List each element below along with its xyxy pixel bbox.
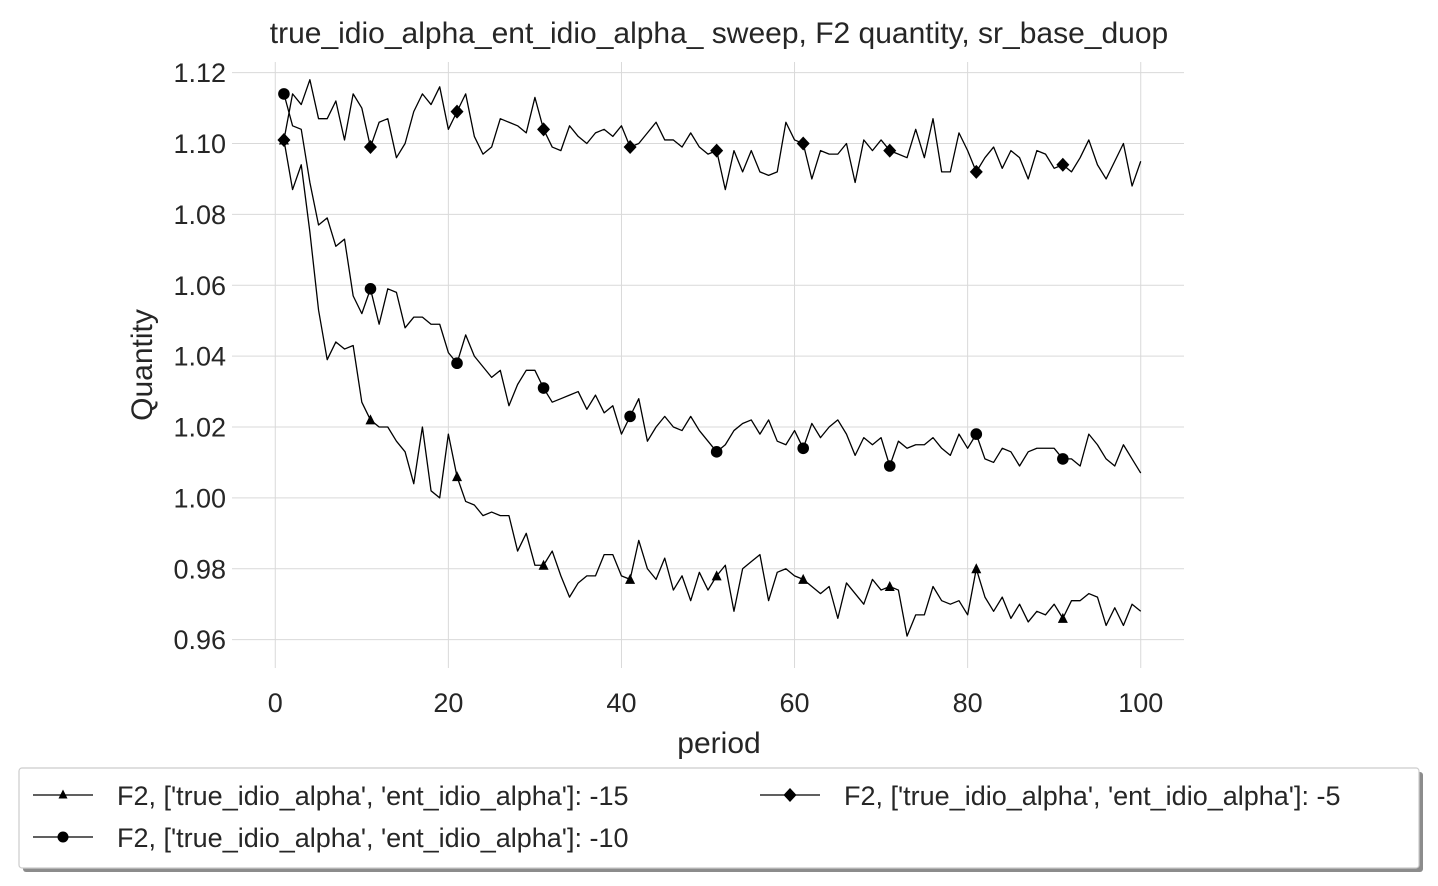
diamond-marker xyxy=(537,122,551,137)
series-markers xyxy=(277,88,1070,623)
y-tick-label: 1.10 xyxy=(173,129,226,159)
x-tick-label: 40 xyxy=(606,688,636,718)
circle-marker xyxy=(537,382,550,394)
triangle-marker xyxy=(798,573,809,584)
circle-marker xyxy=(970,428,983,440)
legend-item-minus-5: F2, ['true_idio_alpha', 'ent_idio_alpha'… xyxy=(760,781,1340,811)
x-axis-ticks: 0 20 40 60 80 100 xyxy=(268,688,1164,718)
diamond-marker xyxy=(883,143,897,158)
y-tick-label: 1.06 xyxy=(173,271,226,301)
series-line-0 xyxy=(283,139,1142,637)
circle-marker xyxy=(364,283,377,295)
legend-item-minus-10: F2, ['true_idio_alpha', 'ent_idio_alpha'… xyxy=(33,823,628,853)
legend-item-minus-15: F2, ['true_idio_alpha', 'ent_idio_alpha'… xyxy=(33,781,628,811)
y-tick-label: 0.96 xyxy=(173,625,226,655)
circle-marker xyxy=(710,446,723,458)
triangle-marker xyxy=(452,471,463,482)
x-tick-label: 100 xyxy=(1118,688,1163,718)
diamond-marker xyxy=(969,164,983,179)
legend-label-minus-5: F2, ['true_idio_alpha', 'ent_idio_alpha'… xyxy=(844,781,1340,811)
x-tick-label: 60 xyxy=(780,688,810,718)
diamond-marker xyxy=(623,140,637,155)
diamond-marker xyxy=(796,136,810,151)
circle-marker xyxy=(797,442,809,455)
y-tick-label: 1.00 xyxy=(173,483,226,513)
series-line-2 xyxy=(283,79,1142,191)
triangle-marker xyxy=(625,573,636,584)
x-axis-label: period xyxy=(677,727,760,760)
series-lines xyxy=(283,79,1142,637)
y-tick-label: 1.02 xyxy=(173,413,226,443)
circle-marker xyxy=(883,460,896,472)
chart-title: true_idio_alpha_ent_idio_alpha_ sweep, F… xyxy=(270,17,1168,50)
triangle-marker xyxy=(1057,612,1068,623)
x-tick-label: 20 xyxy=(433,688,463,718)
circle-marker xyxy=(278,88,290,100)
diamond-marker xyxy=(277,132,291,147)
circle-marker xyxy=(1057,453,1069,465)
legend: F2, ['true_idio_alpha', 'ent_idio_alpha'… xyxy=(18,767,1423,872)
legend-circle-marker-icon xyxy=(57,831,69,843)
legend-label-minus-15: F2, ['true_idio_alpha', 'ent_idio_alpha'… xyxy=(117,781,628,811)
x-tick-label: 80 xyxy=(953,688,983,718)
triangle-marker xyxy=(365,414,376,425)
x-tick-label: 0 xyxy=(268,688,283,718)
series-line-1 xyxy=(283,93,1142,474)
legend-label-minus-10: F2, ['true_idio_alpha', 'ent_idio_alpha'… xyxy=(117,823,628,853)
triangle-marker xyxy=(711,570,722,581)
y-tick-label: 1.12 xyxy=(173,58,226,88)
legend-box xyxy=(18,767,1420,869)
diamond-marker xyxy=(450,104,464,119)
triangle-marker xyxy=(538,559,549,570)
triangle-marker xyxy=(971,563,982,574)
y-tick-label: 0.98 xyxy=(173,554,226,584)
circle-marker xyxy=(624,410,636,423)
diamond-marker xyxy=(1056,157,1070,172)
legend-triangle-marker-icon xyxy=(58,789,68,799)
y-tick-label: 1.04 xyxy=(173,342,226,372)
y-tick-label: 1.08 xyxy=(173,200,226,230)
diamond-marker xyxy=(710,143,724,158)
triangle-marker xyxy=(884,580,895,591)
y-axis-label: Quantity xyxy=(126,309,159,421)
circle-marker xyxy=(451,357,463,370)
legend-diamond-marker-icon xyxy=(783,788,797,802)
diamond-marker xyxy=(363,140,377,155)
y-axis-ticks: 0.96 0.98 1.00 1.02 1.04 1.06 1.08 1.10 1.12 xyxy=(173,58,226,655)
